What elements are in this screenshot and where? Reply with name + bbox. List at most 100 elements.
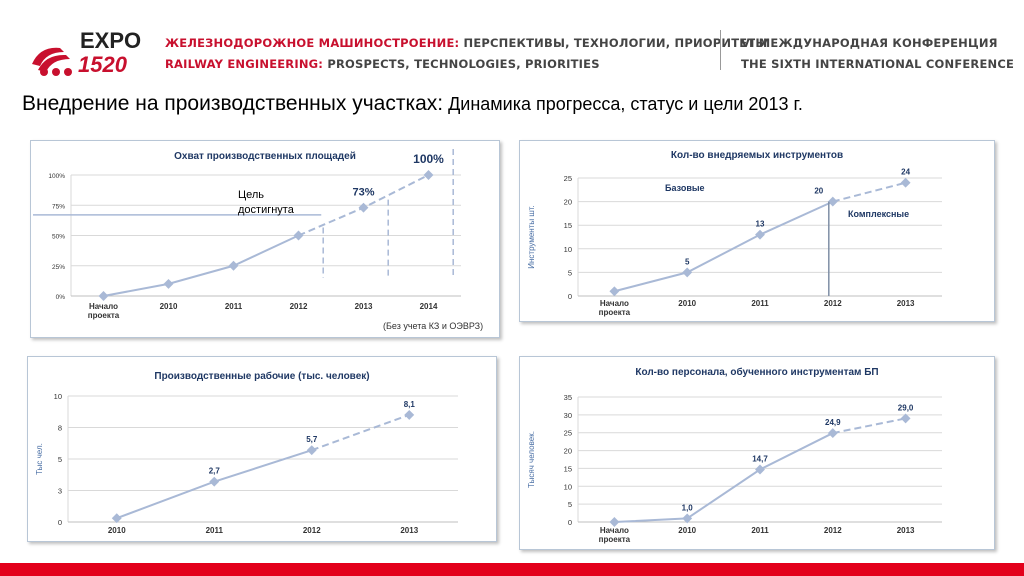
series-line-target xyxy=(311,413,410,452)
x-tick-label: Начало xyxy=(600,299,629,308)
y-tick-label: 10 xyxy=(54,392,62,401)
data-label: 5 xyxy=(685,257,690,266)
x-tick-label: 2013 xyxy=(897,526,915,535)
data-label: 8,1 xyxy=(404,400,416,409)
panel-note: (Без учета КЗ и ОЭВРЗ) xyxy=(383,321,484,331)
y-tick-label: 10 xyxy=(564,482,572,491)
x-tick-label: 2010 xyxy=(678,299,696,308)
x-tick-label: 2013 xyxy=(355,302,373,311)
y-tick-label: 30 xyxy=(564,411,572,420)
data-label: 14,7 xyxy=(752,455,768,464)
y-tick-label: 50% xyxy=(52,234,65,241)
x-tick-label: Начало xyxy=(600,526,629,535)
series-line-target xyxy=(832,181,906,203)
conference-name: VI МЕЖДУНАРОДНАЯ КОНФЕРЕНЦИЯ THE SIXTH I… xyxy=(741,33,1014,75)
logo-wheels-icon xyxy=(32,47,72,76)
data-label: 13 xyxy=(756,220,765,229)
x-tick-label: Начало xyxy=(89,302,118,311)
y-tick-label: 35 xyxy=(564,393,572,402)
chart-trained-staff: Кол-во персонала, обученного инструмента… xyxy=(527,366,942,544)
data-label: 29,0 xyxy=(898,403,914,412)
annotation-complex: Комплексные xyxy=(848,209,909,219)
series-line-actual xyxy=(614,432,834,523)
goal-reached-label: Цель достигнута xyxy=(238,189,294,216)
y-tick-label: 3 xyxy=(58,487,62,496)
y-tick-label: 25% xyxy=(52,264,65,271)
y-axis-label: Тысяч человек. xyxy=(527,431,536,488)
y-tick-label: 20 xyxy=(564,198,572,207)
x-tick-label: 2011 xyxy=(206,526,224,535)
data-point xyxy=(98,291,109,301)
data-point xyxy=(423,170,434,180)
series-line-target xyxy=(832,417,906,435)
x-tick-label: 2010 xyxy=(678,526,696,535)
x-tick-label: 2010 xyxy=(108,526,126,535)
data-label: 100% xyxy=(413,152,444,166)
y-tick-label: 5 xyxy=(568,500,572,509)
conference-name-en: THE SIXTH INTERNATIONAL CONFERENCE xyxy=(741,57,1015,71)
series-line-actual xyxy=(103,234,299,297)
data-label: 20 xyxy=(814,187,823,196)
header-divider xyxy=(720,30,721,70)
y-tick-label: 8 xyxy=(58,424,62,433)
y-tick-label: 20 xyxy=(564,447,572,456)
y-tick-label: 100% xyxy=(48,173,65,180)
x-tick-label: 2012 xyxy=(824,526,842,535)
y-tick-label: 0 xyxy=(568,292,572,301)
page-title-sub: Динамика прогресса, статус и цели 2013 г… xyxy=(443,94,803,114)
data-point xyxy=(900,413,911,424)
chart-title: Производственные рабочие (тыс. человек) xyxy=(154,370,369,382)
data-label: 73% xyxy=(352,187,374,199)
data-point xyxy=(609,286,620,297)
logo-1520: 1520 xyxy=(78,52,128,77)
x-tick-label: 2013 xyxy=(400,526,418,535)
y-tick-label: 5 xyxy=(568,268,572,277)
data-point xyxy=(163,278,174,289)
bottom-accent-bar xyxy=(0,563,1024,576)
y-tick-label: 0% xyxy=(56,294,66,301)
y-tick-label: 15 xyxy=(564,221,572,230)
y-tick-label: 0 xyxy=(58,518,62,527)
y-tick-label: 15 xyxy=(564,464,572,473)
chart-tools: Кол-во внедряемых инструментов 0 5 10 15 20 25… xyxy=(527,150,942,317)
data-point xyxy=(306,445,317,456)
chart-title: Охват производственных площадей xyxy=(174,151,356,162)
data-point xyxy=(827,428,838,439)
data-point xyxy=(358,202,369,213)
series-line-actual xyxy=(614,200,834,293)
chart-panel-trained-staff: Кол-во персонала, обученного инструмента… xyxy=(519,356,995,550)
x-tick-label: 2012 xyxy=(824,299,842,308)
chart-panel-coverage: Охват производственных площадей 0% 25% 50% 7… xyxy=(30,140,500,338)
chart-workers: Производственные рабочие (тыс. человек) 0… xyxy=(35,370,458,535)
x-tick-label: 2011 xyxy=(751,526,769,535)
data-point xyxy=(827,196,838,207)
page-title-main: Внедрение на производственных участках: xyxy=(22,92,444,115)
data-point xyxy=(900,177,911,188)
theme-en-highlight: RAILWAY ENGINEERING: xyxy=(165,57,324,71)
y-tick-label: 25 xyxy=(564,174,572,183)
chart-title: Кол-во персонала, обученного инструмента… xyxy=(635,366,878,378)
data-label: 5,7 xyxy=(306,435,318,444)
chart-coverage: Охват производственных площадей 0% 25% 50% 7… xyxy=(33,149,461,320)
x-tick-label: 2011 xyxy=(751,299,769,308)
data-point xyxy=(228,260,239,271)
theme-ru-rest: ПЕРСПЕКТИВЫ, ТЕХНОЛОГИИ, ПРИОРИТЕТЫ xyxy=(459,36,768,50)
y-tick-label: 25 xyxy=(564,429,572,438)
data-point xyxy=(209,476,220,487)
data-label: 24 xyxy=(901,168,910,177)
data-label: 1,0 xyxy=(682,503,694,512)
y-axis-label: Тыс чел. xyxy=(35,443,44,475)
data-point xyxy=(293,230,304,241)
x-tick-label: 2012 xyxy=(303,526,321,535)
annotation-base: Базовые xyxy=(665,183,705,193)
conference-theme: ЖЕЛЕЗНОДОРОЖНОЕ МАШИНОСТРОЕНИЕ: ПЕРСПЕКТ… xyxy=(165,33,767,75)
data-point xyxy=(682,267,693,278)
expo-1520-logo: EXPO 1520 xyxy=(32,28,141,77)
header: EXPO 1520 ЖЕЛЕЗНОДОРОЖНОЕ МАШИНОСТРОЕНИЕ… xyxy=(0,0,1024,90)
data-point xyxy=(755,229,765,240)
x-tick-label: проекта xyxy=(599,308,631,317)
theme-ru-highlight: ЖЕЛЕЗНОДОРОЖНОЕ МАШИНОСТРОЕНИЕ: xyxy=(165,36,460,50)
data-label: 2,7 xyxy=(209,467,221,476)
data-point xyxy=(404,409,415,420)
theme-en-rest: PROSPECTS, TECHNOLOGIES, PRIORITIES xyxy=(323,57,600,71)
